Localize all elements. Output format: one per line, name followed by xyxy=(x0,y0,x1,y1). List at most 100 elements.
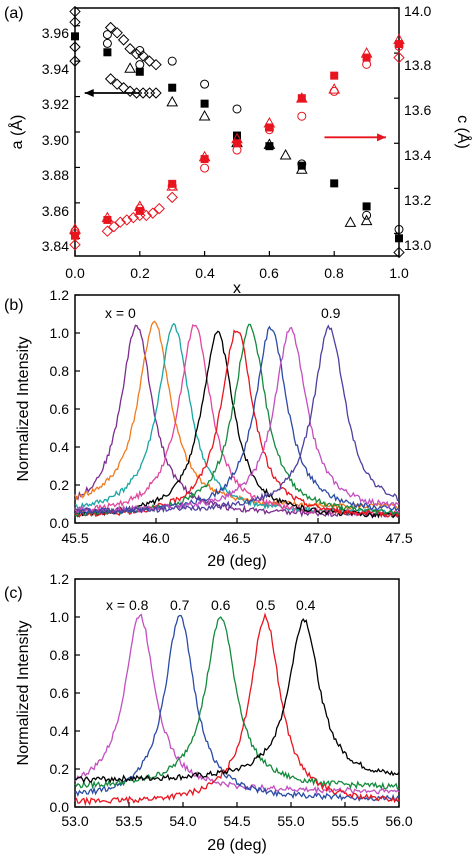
data-point-triangle xyxy=(279,148,292,160)
data-point-diamond xyxy=(124,43,136,55)
data-point-square xyxy=(71,32,79,41)
data-point-diamond xyxy=(111,78,123,90)
panel-b-ytick: 1.0 xyxy=(50,325,70,341)
data-point-square xyxy=(395,234,403,243)
data-point-square xyxy=(297,94,306,103)
data-point-square xyxy=(265,142,274,151)
data-point-diamond xyxy=(393,246,405,259)
panel-a-xtick: 0.0 xyxy=(65,265,85,281)
panel-b-label: (b) xyxy=(4,297,24,314)
data-point-triangle xyxy=(328,83,341,94)
panel-a-xtick: 0.8 xyxy=(324,265,344,281)
panel-c-annotation-x06: 0.6 xyxy=(211,597,231,613)
panel-a-right-y-label: c (Å) xyxy=(454,115,473,149)
data-point-diamond xyxy=(111,27,123,39)
data-point-diamond xyxy=(114,216,127,228)
data-point-triangle xyxy=(295,163,308,174)
data-point-circle xyxy=(200,79,210,89)
data-point-diamond xyxy=(166,191,178,204)
panel-b-xtick: 47.5 xyxy=(385,530,412,546)
data-point-diamond xyxy=(147,207,159,219)
panel-c-xtick: 54.5 xyxy=(223,813,250,829)
data-point-diamond xyxy=(117,82,130,94)
panel-b-series-line xyxy=(74,329,400,519)
panel-a-left-ytick: 3.92 xyxy=(42,96,69,112)
panel-c-xtick: 53.5 xyxy=(115,813,142,829)
data-point-square xyxy=(395,40,403,49)
panel-b-y-ticks: 0.0 0.2 0.4 0.6 0.8 1.0 1.2 xyxy=(50,287,70,531)
panel-c-y-ticks: 0.0 0.2 0.4 0.6 0.8 1.0 1.2 xyxy=(50,571,70,815)
data-point-diamond xyxy=(143,55,156,67)
panel-c-ytick: 0.8 xyxy=(50,647,70,663)
panel-b-xtick: 45.5 xyxy=(61,530,88,546)
data-point-triangle xyxy=(69,222,81,234)
data-point-triangle xyxy=(360,47,373,58)
panel-c-xtick: 54.0 xyxy=(169,813,196,829)
data-point-circle xyxy=(102,30,112,40)
panel-a-xtick: 0.4 xyxy=(195,265,215,281)
data-point-square xyxy=(71,231,79,240)
panel-b-ytick: 0.2 xyxy=(50,477,70,493)
panel-a-x-label: x xyxy=(233,280,241,297)
data-point-diamond xyxy=(140,209,152,222)
data-point-diamond xyxy=(69,16,81,28)
data-point-diamond xyxy=(117,34,130,46)
panel-a-xtick: 1.0 xyxy=(389,265,409,281)
data-point-square xyxy=(200,99,209,108)
data-point-triangle xyxy=(166,95,179,107)
data-point-square xyxy=(233,139,241,148)
data-point-circle xyxy=(264,125,274,135)
data-point-triangle xyxy=(263,138,276,149)
panel-c-x-label: 2θ (deg) xyxy=(207,837,267,854)
panel-a-left-ytick: 3.90 xyxy=(42,132,69,148)
panel-c-marks xyxy=(74,578,400,808)
data-point-triangle xyxy=(198,110,211,121)
data-point-diamond xyxy=(150,58,162,71)
panel-c-xtick: 53.0 xyxy=(61,813,88,829)
data-point-triangle xyxy=(393,33,405,45)
panel-c-y-label: Normalized Intensity xyxy=(15,621,32,766)
panel-c-annotation-x04: 0.4 xyxy=(296,597,316,613)
panel-c-series-line xyxy=(74,614,400,802)
panel-a-xtick: 0.2 xyxy=(130,265,150,281)
data-point-diamond xyxy=(69,227,81,240)
data-point-diamond xyxy=(130,48,143,60)
data-point-triangle xyxy=(124,62,136,73)
panel-c-annotation-x05: 0.5 xyxy=(256,597,276,613)
panel-b-ytick: 0.0 xyxy=(50,515,70,531)
data-point-diamond xyxy=(69,239,81,251)
panel-b-series-line xyxy=(74,322,400,516)
panel-b-xtick: 46.5 xyxy=(223,530,250,546)
data-point-triangle xyxy=(166,180,179,191)
panel-a-xtick: 0.6 xyxy=(259,265,279,281)
panel-b-series-line xyxy=(74,324,400,518)
panel-b-x-ticks: 45.5 46.0 46.5 47.0 47.5 xyxy=(61,530,412,546)
panel-a-left-ytick: 3.96 xyxy=(42,25,69,41)
panel-a-right-ytick: 13.8 xyxy=(404,57,431,73)
panel-c-series-line xyxy=(74,618,400,784)
panel-b-annotation-x0: x = 0 xyxy=(105,305,136,321)
panel-b-ytick: 0.8 xyxy=(50,363,70,379)
panel-b-annotation-x09: 0.9 xyxy=(321,305,341,321)
panel-b-xtick: 46.0 xyxy=(142,530,169,546)
panel-c-xtick: 55.5 xyxy=(331,813,358,829)
panel-a-left-ytick: 3.86 xyxy=(42,203,69,219)
panel-a: (a) 0.0 0.2 0.4 0.6 0.8 1.0 3.84 3.86 3.… xyxy=(4,3,473,297)
data-point-square xyxy=(103,48,112,57)
panel-c-ytick: 1.2 xyxy=(50,571,70,587)
data-point-diamond xyxy=(143,87,156,99)
data-point-circle xyxy=(200,163,210,173)
panel-b-ytick: 1.2 xyxy=(50,287,70,303)
data-point-diamond xyxy=(393,51,405,64)
data-point-circle xyxy=(135,60,145,70)
data-point-diamond xyxy=(153,202,165,215)
data-point-diamond xyxy=(104,73,117,85)
data-point-circle xyxy=(362,210,372,220)
panel-a-right-ytick: 13.0 xyxy=(404,237,431,253)
axis-arrow-head xyxy=(84,89,94,98)
data-point-circle xyxy=(297,159,307,169)
panel-b-xtick: 47.0 xyxy=(304,530,331,546)
data-point-square xyxy=(103,215,112,224)
panel-b-x-label: 2θ (deg) xyxy=(207,553,267,570)
